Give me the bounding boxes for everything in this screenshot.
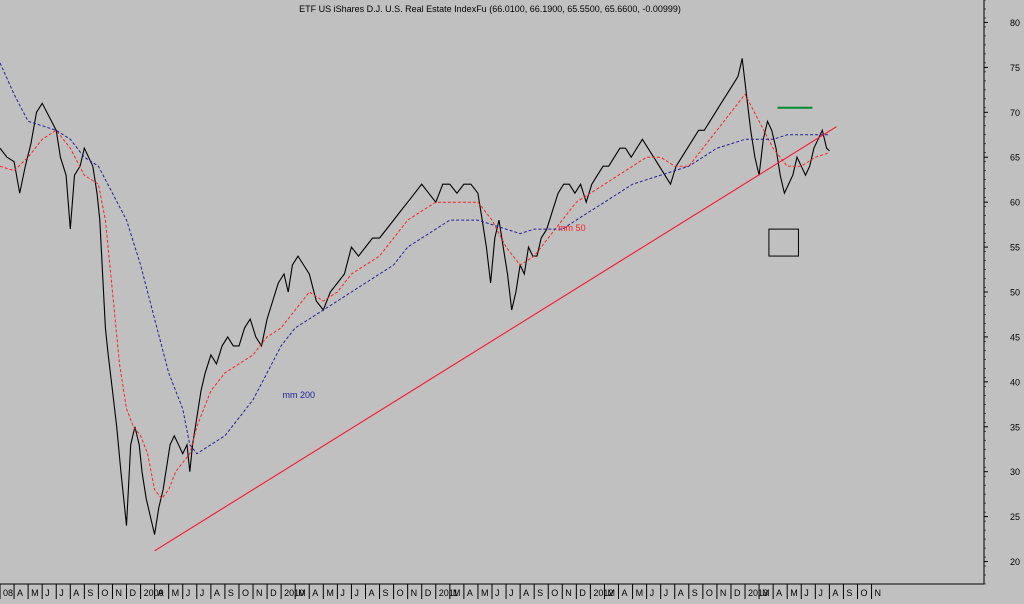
x-tick-label: J <box>650 588 655 598</box>
x-tick-label: J <box>354 588 359 598</box>
series-trendline <box>154 126 837 552</box>
x-tick-label: N <box>875 588 882 598</box>
x-tick-label: A <box>312 588 318 598</box>
y-tick-label: 60 <box>1010 198 1020 208</box>
y-tick-label: 20 <box>1010 557 1020 567</box>
x-tick-label: O <box>860 588 867 598</box>
y-axis: 20 25 30 35 40 45 50 55 60 65 70 75 80 <box>984 0 1020 585</box>
x-tick-label: M <box>31 588 39 598</box>
x-tick-label: A <box>17 588 23 598</box>
x-tick-label: 2010 <box>284 588 304 598</box>
x-tick-label: M <box>453 588 461 598</box>
x-tick-label: J <box>664 588 669 598</box>
x-tick-label: A <box>158 588 164 598</box>
x-tick-label: A <box>73 588 79 598</box>
x-tick-label: 2012 <box>593 588 613 598</box>
x-tick-label: O <box>242 588 249 598</box>
chart-title: ETF US iShares D.J. U.S. Real Estate Ind… <box>299 4 681 14</box>
y-tick-label: 55 <box>1010 243 1020 253</box>
x-tick-label: A <box>622 588 628 598</box>
y-tick-label: 70 <box>1010 108 1020 118</box>
x-tick-label: S <box>846 588 852 598</box>
annotation-box <box>768 228 799 257</box>
x-tick-label: M <box>790 588 798 598</box>
x-tick-label: J <box>495 588 500 598</box>
y-tick-label: 50 <box>1010 288 1020 298</box>
x-tick-label: O <box>706 588 713 598</box>
x-tick-label: J <box>59 588 64 598</box>
x-tick-label: A <box>467 588 473 598</box>
x-tick-label: J <box>509 588 514 598</box>
x-tick-label: A <box>776 588 782 598</box>
y-tick-label: 75 <box>1010 63 1020 73</box>
y-tick-label: 35 <box>1010 422 1020 432</box>
x-tick-label: 2011 <box>439 588 458 598</box>
x-tick-label: A <box>678 588 684 598</box>
x-tick-label: M <box>172 588 180 598</box>
series-price <box>0 58 830 535</box>
x-tick-label: M <box>326 588 334 598</box>
plot-area: mm 200 mm 50 <box>0 58 837 552</box>
x-tick-label: J <box>186 588 191 598</box>
y-tick-label: 25 <box>1010 512 1020 522</box>
x-tick-label: D <box>130 588 137 598</box>
x-tick-label: M <box>762 588 770 598</box>
x-tick-label: D <box>425 588 432 598</box>
x-tick-label: N <box>720 588 727 598</box>
y-tick-label: 65 <box>1010 153 1020 163</box>
x-tick-label: S <box>228 588 234 598</box>
x-tick-label: N <box>565 588 572 598</box>
x-tick-label: J <box>45 588 50 598</box>
x-tick-label: J <box>818 588 823 598</box>
x-tick-label: S <box>537 588 543 598</box>
x-tick-label: D <box>579 588 586 598</box>
x-tick-label: M <box>298 588 306 598</box>
x-tick-label: A <box>368 588 374 598</box>
x-tick-label: O <box>101 588 108 598</box>
x-tick-label: S <box>383 588 389 598</box>
series-mm50 <box>0 93 830 500</box>
x-tick-label: N <box>115 588 122 598</box>
series-annotation: mm 200 <box>283 390 316 400</box>
y-tick-label: 40 <box>1010 377 1020 387</box>
x-tick-label: J <box>804 588 809 598</box>
series-mm200 <box>0 62 830 455</box>
x-tick-label: N <box>411 588 418 598</box>
x-tick-label: S <box>692 588 698 598</box>
x-tick-label: D <box>270 588 277 598</box>
x-tick-label: S <box>87 588 93 598</box>
x-tick-label: J <box>340 588 345 598</box>
x-tick-label: 08 <box>3 588 13 598</box>
y-tick-label: 30 <box>1010 467 1020 477</box>
x-tick-label: M <box>636 588 644 598</box>
y-tick-label: 45 <box>1010 332 1020 342</box>
x-tick-label: M <box>481 588 489 598</box>
x-tick-label: M <box>607 588 615 598</box>
series-annotation: mm 50 <box>558 223 586 233</box>
x-tick-label: N <box>256 588 263 598</box>
x-tick-label: A <box>832 588 838 598</box>
x-tick-label: J <box>200 588 205 598</box>
x-tick-label: A <box>214 588 220 598</box>
x-tick-label: O <box>551 588 558 598</box>
x-tick-label: O <box>397 588 404 598</box>
x-tick-label: 2009 <box>144 588 164 598</box>
y-tick-label: 80 <box>1010 18 1020 28</box>
x-tick-label: A <box>523 588 529 598</box>
x-tick-label: 2013 <box>748 588 768 598</box>
x-tick-label: D <box>734 588 741 598</box>
